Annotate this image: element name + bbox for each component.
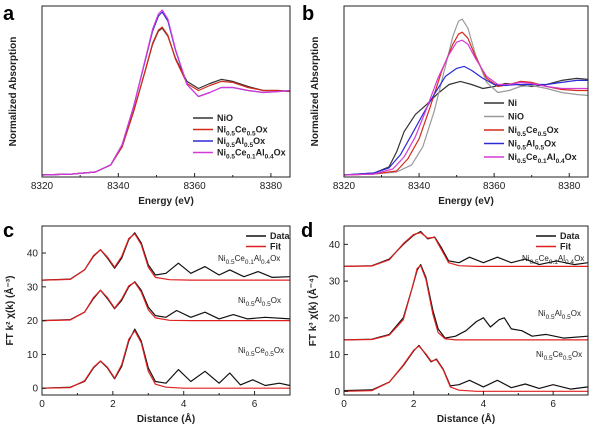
series-line-ni0-5ce0-1al0-4ox bbox=[42, 9, 290, 176]
x-tick-label: 0 bbox=[39, 399, 45, 410]
x-tick-label: 8360 bbox=[183, 181, 206, 192]
panel-label-d: d bbox=[301, 220, 313, 242]
y-tick-label: 40 bbox=[329, 240, 341, 251]
legend-entry: Ni0.5Al0.5Ox bbox=[508, 139, 556, 152]
sample-annotation: Ni0.5Ce0.5Ox bbox=[536, 350, 582, 362]
x-axis-label: Distance (Å) bbox=[137, 412, 195, 425]
series-line-nio bbox=[344, 18, 588, 176]
legend-entry: Ni0.5Ce0.5Ox bbox=[217, 125, 268, 138]
panel-a: a 8320 8340 8360 8380 Energy (eV) Normalized A… bbox=[3, 3, 291, 207]
y-axis-label: Normalized Absorption bbox=[310, 37, 321, 147]
x-tick-label: 6 bbox=[550, 399, 556, 410]
legend-entry: Ni0.5Ce0.5Ox bbox=[508, 125, 559, 138]
y-tick-label: 10 bbox=[329, 350, 341, 361]
legend-entry: Ni0.5Ce0.1Al0.4Ox bbox=[217, 148, 286, 161]
panel-label-b: b bbox=[302, 3, 314, 25]
legend-entry: Ni0.5Al0.5Ox bbox=[217, 136, 265, 149]
x-axis-label: Distance (Å) bbox=[437, 412, 495, 425]
plot-frame bbox=[41, 5, 291, 178]
panel-label-c: c bbox=[3, 220, 14, 242]
series-line-data bbox=[42, 328, 290, 389]
legend-entry: Ni0.5Ce0.1Al0.4Ox bbox=[508, 152, 577, 165]
panel-b: b 8320 8340 8360 8380 Energy (eV) Normalized A… bbox=[302, 3, 589, 207]
x-tick-label: 4 bbox=[181, 399, 187, 410]
plot-frame bbox=[343, 225, 589, 396]
legend-entry: Ni bbox=[508, 98, 517, 108]
sample-annotation: Ni0.5Ce0.5Ox bbox=[238, 346, 284, 358]
x-tick-label: 8340 bbox=[408, 181, 431, 192]
plot-frame bbox=[343, 5, 589, 178]
x-tick-label: 8340 bbox=[107, 181, 130, 192]
x-tick-label: 8360 bbox=[483, 181, 506, 192]
x-tick-label: 8320 bbox=[333, 181, 356, 192]
sample-annotation: Ni0.5Al0.5Ox bbox=[238, 296, 281, 308]
y-tick-label: 10 bbox=[27, 350, 39, 361]
legend-entry: Fit bbox=[270, 242, 281, 252]
series-line-fit bbox=[42, 330, 290, 389]
y-axis-label: FT k³ χ(k) (Å⁻⁴) bbox=[306, 275, 319, 347]
x-tick-label: 6 bbox=[252, 399, 258, 410]
series-line-trace-3 bbox=[42, 281, 290, 322]
x-axis-label: Energy (eV) bbox=[438, 196, 494, 207]
plot-frame bbox=[41, 225, 291, 396]
panel-d: d 0 2 4 6 0 10 20 30 40 Distance (Å) FT k³ χ(k) (Å⁻… bbox=[301, 220, 589, 425]
x-tick-label: 8380 bbox=[260, 181, 283, 192]
sample-annotation: Ni0.5Ce0.1Al0.4Ox bbox=[522, 254, 584, 266]
series-line-data bbox=[344, 344, 588, 392]
y-axis-label: Normalized Absorption bbox=[8, 37, 19, 147]
legend-entry: NiO bbox=[217, 113, 233, 123]
legend-entry: NiO bbox=[508, 112, 524, 122]
y-tick-label: 40 bbox=[27, 249, 39, 260]
panel-c: c 0 2 4 6 0 10 20 30 40 Distance (Å) FT k² χ(k) (Å⁻… bbox=[3, 220, 291, 425]
y-axis-label: FT k² χ(k) (Å⁻³) bbox=[3, 276, 16, 346]
y-tick-label: 30 bbox=[329, 277, 341, 288]
y-tick-label: 0 bbox=[32, 384, 38, 395]
series-line-trace-5 bbox=[344, 232, 588, 267]
legend-entry: Data bbox=[560, 231, 581, 241]
legend-entry: Data bbox=[270, 231, 291, 241]
x-tick-label: 8320 bbox=[31, 181, 54, 192]
series-line-trace-3 bbox=[344, 265, 588, 341]
series-line-ni0-5al0-5ox bbox=[42, 11, 290, 176]
y-tick-label: 20 bbox=[27, 316, 39, 327]
sample-annotation: Ni0.5Al0.5Ox bbox=[538, 309, 581, 321]
x-tick-label: 0 bbox=[341, 399, 347, 410]
y-tick-label: 0 bbox=[334, 387, 340, 398]
series-line-fit bbox=[344, 345, 588, 392]
x-tick-label: 8380 bbox=[558, 181, 581, 192]
series-line-ni0-5ce0-1al0-4ox bbox=[344, 39, 588, 176]
y-tick-label: 30 bbox=[27, 282, 39, 293]
x-tick-label: 4 bbox=[481, 399, 487, 410]
sample-annotation: Ni0.5Ce0.1Al0.4Ox bbox=[218, 254, 280, 266]
x-axis-label: Energy (eV) bbox=[138, 196, 194, 207]
y-tick-label: 20 bbox=[329, 313, 341, 324]
panel-label-a: a bbox=[3, 3, 15, 25]
series-line-trace-2 bbox=[344, 264, 588, 341]
series-line-ni0-5al0-5ox bbox=[344, 65, 588, 176]
x-tick-label: 2 bbox=[110, 399, 116, 410]
x-tick-label: 2 bbox=[411, 399, 417, 410]
series-line-trace-5 bbox=[42, 233, 290, 281]
legend-entry: Fit bbox=[560, 242, 571, 252]
